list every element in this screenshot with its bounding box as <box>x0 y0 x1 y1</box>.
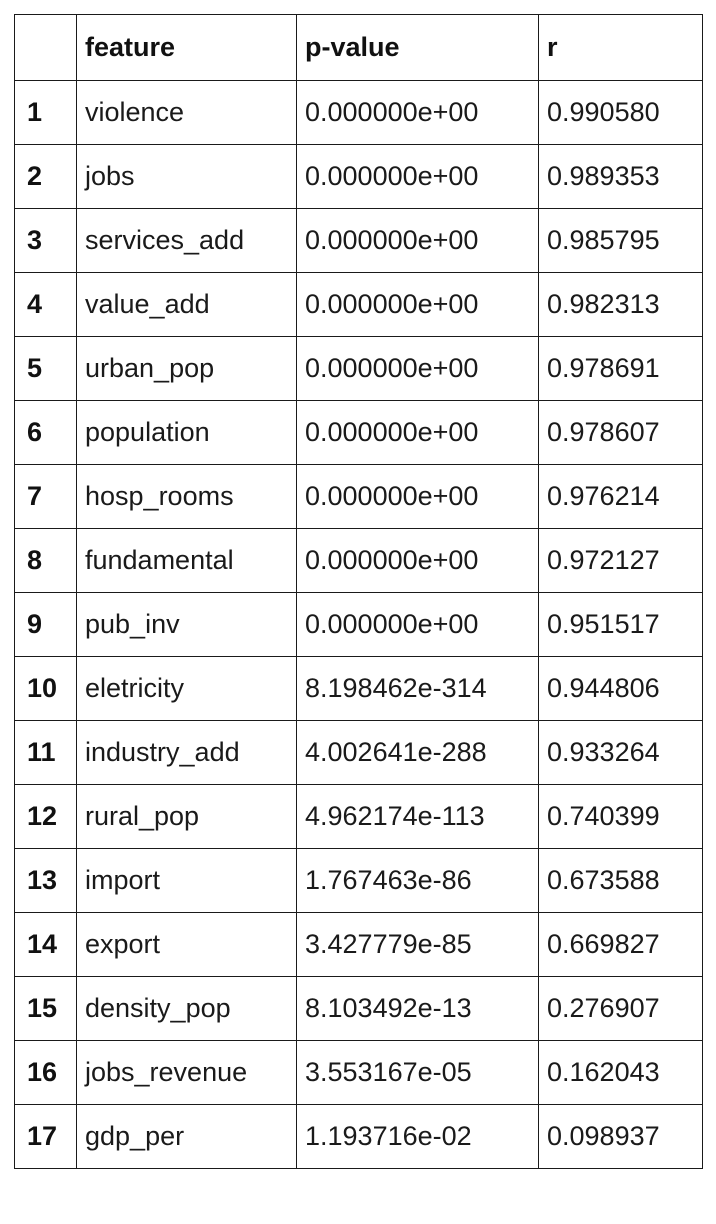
feature-cell: jobs <box>76 144 297 209</box>
feature-cell: eletricity <box>76 656 297 721</box>
r-cell: 0.162043 <box>538 1040 703 1105</box>
header-index <box>14 14 77 81</box>
r-cell: 0.944806 <box>538 656 703 721</box>
row-index: 13 <box>14 848 77 913</box>
r-cell: 0.985795 <box>538 208 703 273</box>
table-row: 10 eletricity 8.198462e-314 0.944806 <box>14 656 703 721</box>
p-value-cell: 3.427779e-85 <box>296 912 539 977</box>
feature-cell: value_add <box>76 272 297 337</box>
r-cell: 0.978691 <box>538 336 703 401</box>
table-row: 12 rural_pop 4.962174e-113 0.740399 <box>14 784 703 849</box>
row-index: 15 <box>14 976 77 1041</box>
header-r: r <box>538 14 703 81</box>
p-value-cell: 0.000000e+00 <box>296 208 539 273</box>
row-index: 6 <box>14 400 77 465</box>
feature-cell: hosp_rooms <box>76 464 297 529</box>
table-row: 17 gdp_per 1.193716e-02 0.098937 <box>14 1104 703 1169</box>
r-cell: 0.933264 <box>538 720 703 785</box>
feature-cell: export <box>76 912 297 977</box>
p-value-cell: 0.000000e+00 <box>296 400 539 465</box>
p-value-cell: 8.103492e-13 <box>296 976 539 1041</box>
feature-cell: urban_pop <box>76 336 297 401</box>
r-cell: 0.989353 <box>538 144 703 209</box>
header-p-value: p-value <box>296 14 539 81</box>
p-value-cell: 0.000000e+00 <box>296 528 539 593</box>
table-row: 3 services_add 0.000000e+00 0.985795 <box>14 208 703 273</box>
table-row: 13 import 1.767463e-86 0.673588 <box>14 848 703 913</box>
dataframe-table: feature p-value r 1 violence 0.000000e+00 0… <box>14 14 703 1169</box>
r-cell: 0.276907 <box>538 976 703 1041</box>
row-index: 10 <box>14 656 77 721</box>
table-row: 5 urban_pop 0.000000e+00 0.978691 <box>14 336 703 401</box>
feature-cell: industry_add <box>76 720 297 785</box>
row-index: 1 <box>14 80 77 145</box>
table-header: feature p-value r <box>14 14 703 81</box>
feature-cell: violence <box>76 80 297 145</box>
r-cell: 0.740399 <box>538 784 703 849</box>
row-index: 12 <box>14 784 77 849</box>
r-cell: 0.673588 <box>538 848 703 913</box>
feature-cell: services_add <box>76 208 297 273</box>
table-row: 2 jobs 0.000000e+00 0.989353 <box>14 144 703 209</box>
header-feature: feature <box>76 14 297 81</box>
row-index: 3 <box>14 208 77 273</box>
p-value-cell: 0.000000e+00 <box>296 144 539 209</box>
r-cell: 0.098937 <box>538 1104 703 1169</box>
table-body: 1 violence 0.000000e+00 0.990580 2 jobs 0.0000… <box>14 80 703 1169</box>
p-value-cell: 0.000000e+00 <box>296 336 539 401</box>
table-row: 4 value_add 0.000000e+00 0.982313 <box>14 272 703 337</box>
row-index: 4 <box>14 272 77 337</box>
p-value-cell: 0.000000e+00 <box>296 80 539 145</box>
p-value-cell: 3.553167e-05 <box>296 1040 539 1105</box>
table-row: 6 population 0.000000e+00 0.978607 <box>14 400 703 465</box>
row-index: 2 <box>14 144 77 209</box>
r-cell: 0.982313 <box>538 272 703 337</box>
p-value-cell: 4.962174e-113 <box>296 784 539 849</box>
row-index: 14 <box>14 912 77 977</box>
table-row: 11 industry_add 4.002641e-288 0.933264 <box>14 720 703 785</box>
row-index: 17 <box>14 1104 77 1169</box>
r-cell: 0.972127 <box>538 528 703 593</box>
feature-cell: pub_inv <box>76 592 297 657</box>
p-value-cell: 4.002641e-288 <box>296 720 539 785</box>
feature-cell: population <box>76 400 297 465</box>
r-cell: 0.951517 <box>538 592 703 657</box>
p-value-cell: 1.193716e-02 <box>296 1104 539 1169</box>
feature-cell: rural_pop <box>76 784 297 849</box>
feature-cell: gdp_per <box>76 1104 297 1169</box>
header-row: feature p-value r <box>14 14 703 81</box>
r-cell: 0.990580 <box>538 80 703 145</box>
table-row: 8 fundamental 0.000000e+00 0.972127 <box>14 528 703 593</box>
row-index: 5 <box>14 336 77 401</box>
row-index: 7 <box>14 464 77 529</box>
p-value-cell: 8.198462e-314 <box>296 656 539 721</box>
row-index: 8 <box>14 528 77 593</box>
feature-cell: fundamental <box>76 528 297 593</box>
table-row: 9 pub_inv 0.000000e+00 0.951517 <box>14 592 703 657</box>
row-index: 9 <box>14 592 77 657</box>
p-value-cell: 0.000000e+00 <box>296 592 539 657</box>
p-value-cell: 1.767463e-86 <box>296 848 539 913</box>
dataframe-table-container: feature p-value r 1 violence 0.000000e+00 0… <box>14 14 703 1169</box>
p-value-cell: 0.000000e+00 <box>296 272 539 337</box>
row-index: 11 <box>14 720 77 785</box>
r-cell: 0.978607 <box>538 400 703 465</box>
r-cell: 0.669827 <box>538 912 703 977</box>
feature-cell: density_pop <box>76 976 297 1041</box>
table-row: 1 violence 0.000000e+00 0.990580 <box>14 80 703 145</box>
table-row: 16 jobs_revenue 3.553167e-05 0.162043 <box>14 1040 703 1105</box>
p-value-cell: 0.000000e+00 <box>296 464 539 529</box>
table-row: 15 density_pop 8.103492e-13 0.276907 <box>14 976 703 1041</box>
feature-cell: jobs_revenue <box>76 1040 297 1105</box>
r-cell: 0.976214 <box>538 464 703 529</box>
table-row: 14 export 3.427779e-85 0.669827 <box>14 912 703 977</box>
table-row: 7 hosp_rooms 0.000000e+00 0.976214 <box>14 464 703 529</box>
row-index: 16 <box>14 1040 77 1105</box>
feature-cell: import <box>76 848 297 913</box>
